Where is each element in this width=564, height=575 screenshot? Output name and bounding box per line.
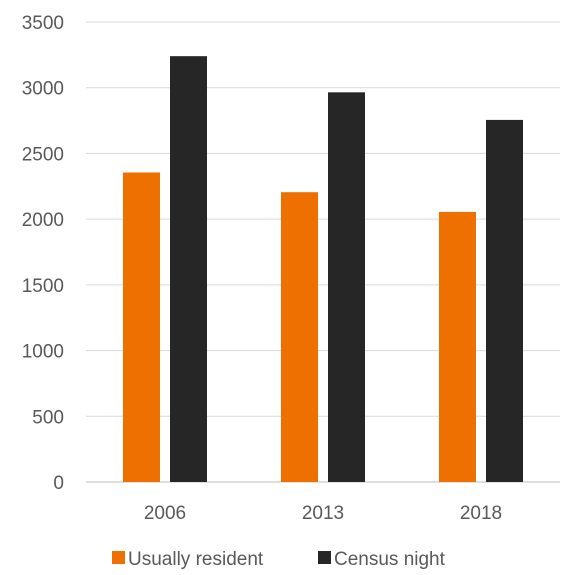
x-tick-label-2018: 2018 (460, 503, 502, 524)
x-tick-label-2013: 2013 (302, 503, 344, 524)
y-tick-label-2500: 2500 (22, 144, 64, 165)
x-axis-tick-labels: 2006 2013 2018 (144, 503, 502, 524)
y-tick-label-3000: 3000 (22, 79, 64, 100)
bar-census-night-2013 (328, 92, 365, 483)
bars (123, 56, 523, 483)
bar-usually-resident-2006 (123, 172, 160, 482)
y-tick-label-1500: 1500 (22, 276, 64, 297)
bar-census-night-2018 (486, 119, 523, 483)
gridlines (86, 21, 560, 483)
bar-usually-resident-2018 (439, 211, 476, 482)
y-axis-tick-labels: 0 500 1000 1500 2000 2500 3000 3500 (22, 13, 64, 494)
legend-label-usually-resident: Usually resident (128, 549, 264, 570)
x-tick-label-2006: 2006 (144, 503, 186, 524)
y-tick-label-3500: 3500 (22, 13, 64, 34)
legend-swatch-census-night (318, 551, 331, 564)
bar-usually-resident-2013 (281, 192, 318, 482)
y-tick-label-2000: 2000 (22, 210, 64, 231)
y-tick-label-1000: 1000 (22, 342, 64, 363)
legend: Usually resident Census night (112, 549, 446, 570)
y-tick-label-0: 0 (53, 473, 64, 494)
legend-swatch-usually-resident (112, 551, 125, 564)
bar-census-night-2006 (170, 56, 207, 483)
y-tick-label-500: 500 (32, 407, 64, 428)
legend-label-census-night: Census night (334, 549, 446, 570)
